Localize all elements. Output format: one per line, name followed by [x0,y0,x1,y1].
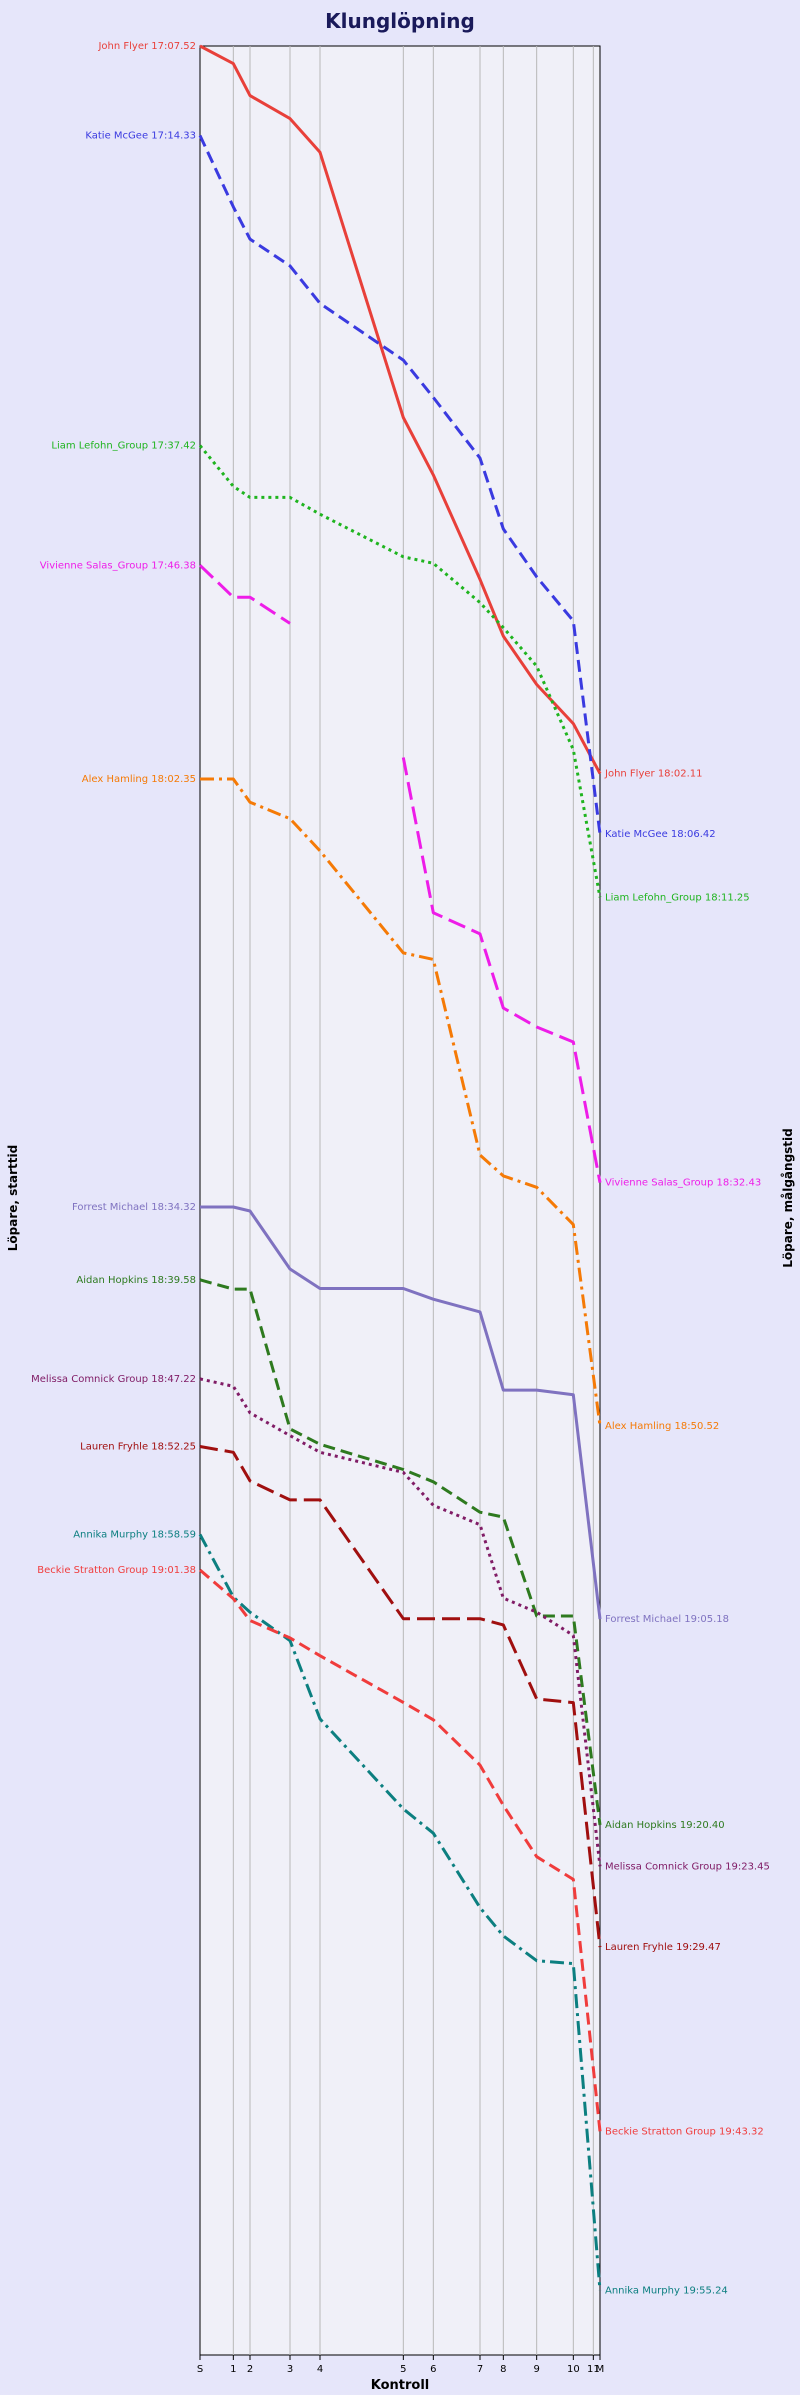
series-line [401,757,602,1183]
series-start-label: John Flyer 17:07.52 [97,41,196,52]
series-end-label: Forrest Michael 19:05.18 [605,1614,729,1625]
series-end-label: Vivienne Salas_Group 18:32.43 [605,1178,761,1189]
series-line [200,777,602,1426]
series-line [198,1533,602,2291]
series-start-label: Melissa Comnick Group 18:47.22 [31,1374,196,1385]
x-tick-label: 1 [230,2364,236,2375]
series-lines [198,44,602,2291]
series-start-label: Alex Hamling 18:02.35 [82,774,196,785]
x-tick-label: 9 [533,2364,539,2375]
x-tick-label: 2 [247,2364,253,2375]
x-tick-label: 5 [400,2364,406,2375]
x-tick-label: 11 [587,2364,600,2375]
x-tick-label: 7 [477,2364,483,2375]
series-end-label: Alex Hamling 18:50.52 [605,1421,719,1432]
x-tick-label: M [596,2364,605,2375]
x-axis-ticks: S 1 2 3 4 5 6 7 8 9 10 11M [197,2355,605,2375]
series-end-label: Melissa Comnick Group 19:23.45 [605,1861,770,1872]
series-start-label: Aidan Hopkins 18:39.58 [76,1275,196,1286]
x-tick-label: 8 [500,2364,506,2375]
series-labels: John Flyer 17:07.52 John Flyer 18:02.11 Ka… [31,41,770,2296]
y-axis-label-right: Löpare, målgångstid [781,1128,795,1268]
chart-title: Klunglöpning [325,9,475,33]
series-end-label: Liam Lefohn_Group 18:11.25 [605,892,750,903]
series-start-label: Katie McGee 17:14.33 [85,131,196,142]
series-line [199,44,602,775]
series-line [198,564,291,625]
series-line [199,1278,602,1826]
series-line [199,1377,602,1867]
plot-area [199,45,601,2356]
x-axis-label: Kontroll [371,2378,430,2393]
series-end-label: Aidan Hopkins 19:20.40 [605,1820,725,1831]
x-tick-label: S [197,2364,203,2375]
series-start-label: Forrest Michael 18:34.32 [72,1202,196,1213]
y-axis-label-left: Löpare, starttid [6,1145,20,1251]
series-start-label: Beckie Stratton Group 19:01.38 [37,1565,196,1576]
series-line [199,1568,602,2132]
x-tick-label: 3 [287,2364,293,2375]
x-tick-label: 4 [317,2364,323,2375]
series-line [198,134,602,835]
series-start-label: Liam Lefohn_Group 17:37.42 [51,441,196,452]
series-end-label: Lauren Fryhle 19:29.47 [605,1942,721,1953]
series-end-label: Katie McGee 18:06.42 [605,829,716,840]
series-end-label: Beckie Stratton Group 19:43.32 [605,2126,764,2137]
series-line [199,1445,602,1948]
series-start-label: Annika Murphy 18:58.59 [73,1530,196,1541]
series-end-label: John Flyer 18:02.11 [604,769,703,780]
series-end-label: Annika Murphy 19:55.24 [605,2285,728,2296]
x-tick-label: 6 [430,2364,436,2375]
x-tick-label: 10 [567,2364,580,2375]
series-start-label: Lauren Fryhle 18:52.25 [80,1442,196,1453]
series-line [200,1205,602,1620]
series-start-label: Vivienne Salas_Group 17:46.38 [40,560,196,571]
